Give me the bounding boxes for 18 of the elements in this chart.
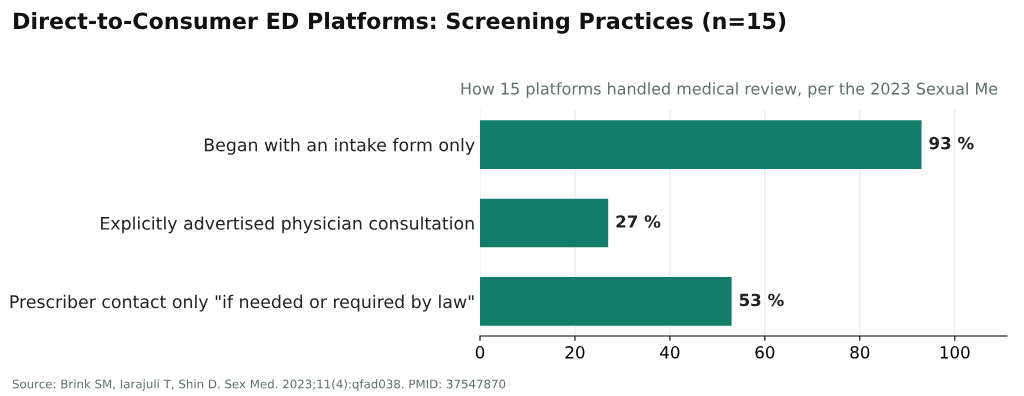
bar — [480, 277, 732, 326]
source-note: Source: Brink SM, Iarajuli T, Shin D. Sex Med. 2023;11(4):qfad038. PMID: 37547870 — [12, 379, 506, 391]
x-tick-label: 0 — [475, 346, 485, 359]
x-tick-label: 60 — [755, 346, 775, 359]
y-tick-label: Explicitly advertised physician consultation — [101, 216, 474, 234]
data-label: 93 % — [929, 136, 974, 150]
x-tick-label: 20 — [565, 346, 585, 359]
x-tick-label: 40 — [660, 346, 680, 359]
data-label: 53 % — [739, 293, 784, 307]
bar — [480, 120, 922, 169]
bar — [480, 198, 609, 248]
y-tick-label: Began with an intake form only — [204, 137, 475, 155]
x-tick-label: 80 — [850, 346, 870, 359]
data-label: 27 % — [616, 215, 661, 228]
chart-title: Direct-to-Consumer ED Platforms: Screening Practices (n=15) — [14, 12, 786, 34]
chart-subtitle: How 15 platforms handled medical review, per the 2023 Sexual Me — [461, 82, 998, 98]
x-tick-label: 100 — [940, 346, 970, 359]
y-tick-label: Prescriber contact only "if needed or required by law" — [10, 294, 474, 312]
